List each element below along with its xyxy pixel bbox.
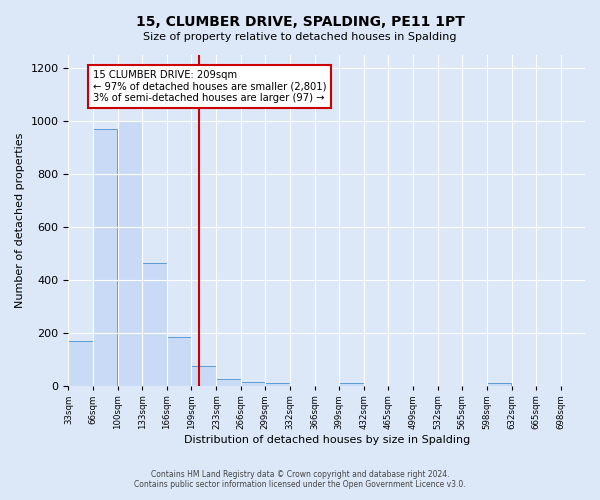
Bar — [191, 366, 215, 386]
Text: Contains HM Land Registry data © Crown copyright and database right 2024.
Contai: Contains HM Land Registry data © Crown c… — [134, 470, 466, 489]
Text: 15 CLUMBER DRIVE: 209sqm
← 97% of detached houses are smaller (2,801)
3% of semi: 15 CLUMBER DRIVE: 209sqm ← 97% of detach… — [93, 70, 326, 102]
Bar — [142, 262, 167, 386]
Bar — [487, 383, 511, 386]
Bar — [118, 121, 142, 386]
Bar — [217, 379, 241, 386]
Y-axis label: Number of detached properties: Number of detached properties — [15, 132, 25, 308]
Text: Size of property relative to detached houses in Spalding: Size of property relative to detached ho… — [143, 32, 457, 42]
Bar — [265, 383, 290, 386]
Bar — [68, 340, 93, 386]
Text: 15, CLUMBER DRIVE, SPALDING, PE11 1PT: 15, CLUMBER DRIVE, SPALDING, PE11 1PT — [136, 15, 464, 29]
Bar — [241, 382, 265, 386]
Bar — [93, 129, 117, 386]
Bar — [167, 336, 191, 386]
Bar — [339, 383, 364, 386]
X-axis label: Distribution of detached houses by size in Spalding: Distribution of detached houses by size … — [184, 435, 470, 445]
